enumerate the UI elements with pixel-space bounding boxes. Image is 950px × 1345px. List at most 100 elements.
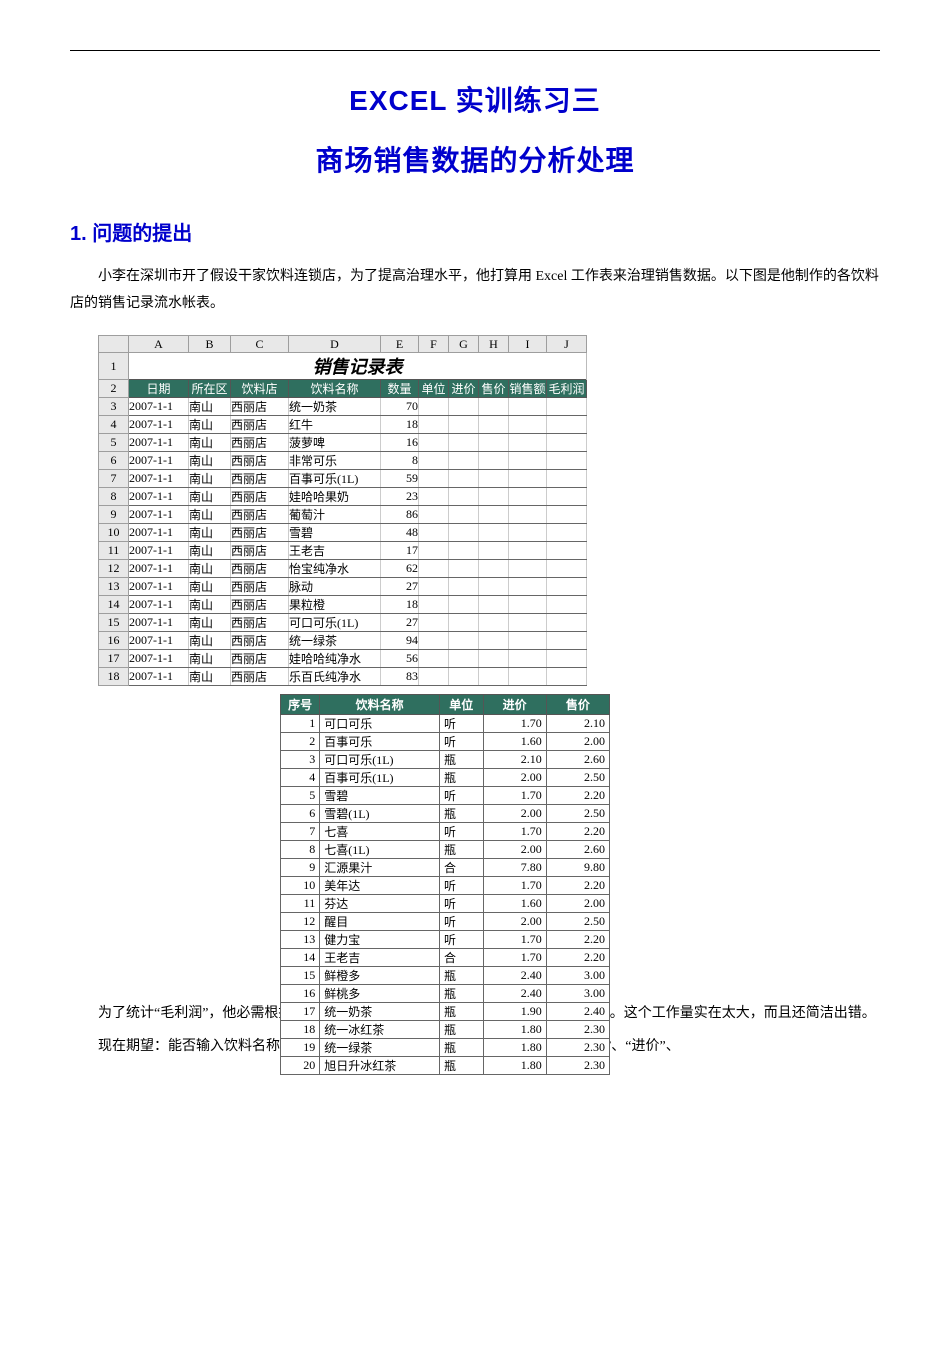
row-number: 15 xyxy=(99,614,129,632)
price-cell: 听 xyxy=(440,787,484,805)
table-cell: 西丽店 xyxy=(231,506,289,524)
price-cell: 王老吉 xyxy=(320,949,440,967)
table-cell: 2007-1-1 xyxy=(129,524,189,542)
table-cell xyxy=(449,596,479,614)
row-number: 3 xyxy=(99,398,129,416)
table-cell xyxy=(449,416,479,434)
price-cell: 瓶 xyxy=(440,985,484,1003)
price-cell: 1.70 xyxy=(483,715,546,733)
price-cell: 2.50 xyxy=(546,805,609,823)
table-cell xyxy=(449,524,479,542)
row-number: 17 xyxy=(99,650,129,668)
table-cell xyxy=(449,542,479,560)
paragraph-intro: 小李在深圳市开了假设干家饮料连锁店，为了提高治理水平，他打算用 Excel 工作… xyxy=(70,264,880,317)
row-number: 18 xyxy=(99,668,129,686)
table-cell: 17 xyxy=(381,542,419,560)
row-number: 5 xyxy=(99,434,129,452)
price-cell: 鲜桃多 xyxy=(320,985,440,1003)
table-cell xyxy=(449,488,479,506)
price-cell: 2.60 xyxy=(546,841,609,859)
price-cell: 3.00 xyxy=(546,985,609,1003)
table-cell xyxy=(479,632,509,650)
price-cell: 11 xyxy=(281,895,320,913)
table-cell: 西丽店 xyxy=(231,524,289,542)
table-cell xyxy=(479,578,509,596)
table-cell xyxy=(479,434,509,452)
table-cell xyxy=(419,416,449,434)
price-cell: 瓶 xyxy=(440,841,484,859)
table-cell xyxy=(449,452,479,470)
table-cell xyxy=(449,578,479,596)
price-cell: 听 xyxy=(440,913,484,931)
price-cell: 1.80 xyxy=(483,1021,546,1039)
table-cell: 西丽店 xyxy=(231,398,289,416)
price-cell: 汇源果汁 xyxy=(320,859,440,877)
table-cell: 怡宝纯净水 xyxy=(289,560,381,578)
price-cell: 10 xyxy=(281,877,320,895)
table-cell xyxy=(547,470,587,488)
price-cell: 2.40 xyxy=(483,985,546,1003)
price-cell: 1.60 xyxy=(483,733,546,751)
row-number: 1 xyxy=(99,353,129,380)
table-cell: 2007-1-1 xyxy=(129,650,189,668)
table-cell xyxy=(419,524,449,542)
price-cell: 1 xyxy=(281,715,320,733)
table-cell: 南山 xyxy=(189,452,231,470)
table-cell: 西丽店 xyxy=(231,632,289,650)
table-cell xyxy=(479,524,509,542)
table-header-cell: 进价 xyxy=(449,380,479,398)
table-cell xyxy=(419,614,449,632)
price-cell: 1.90 xyxy=(483,1003,546,1021)
table-cell xyxy=(509,578,547,596)
price-cell: 1.70 xyxy=(483,931,546,949)
price-cell: 合 xyxy=(440,859,484,877)
table-cell xyxy=(479,452,509,470)
price-cell: 统一冰红茶 xyxy=(320,1021,440,1039)
col-letter: I xyxy=(509,336,547,353)
price-header-cell: 单位 xyxy=(440,695,484,715)
table-cell xyxy=(479,668,509,686)
row-number: 16 xyxy=(99,632,129,650)
table-cell xyxy=(419,578,449,596)
table-cell xyxy=(449,632,479,650)
table-cell xyxy=(449,614,479,632)
table-cell: 葡萄汁 xyxy=(289,506,381,524)
table-header-cell: 饮料店 xyxy=(231,380,289,398)
table-cell: 南山 xyxy=(189,542,231,560)
row-number: 4 xyxy=(99,416,129,434)
table-cell: 南山 xyxy=(189,632,231,650)
table-cell: 23 xyxy=(381,488,419,506)
table-cell: 南山 xyxy=(189,434,231,452)
price-cell: 9.80 xyxy=(546,859,609,877)
table-cell: 2007-1-1 xyxy=(129,560,189,578)
price-cell: 瓶 xyxy=(440,751,484,769)
col-letter: D xyxy=(289,336,381,353)
price-cell: 6 xyxy=(281,805,320,823)
price-cell: 3 xyxy=(281,751,320,769)
table-header-cell: 毛利润 xyxy=(547,380,587,398)
row-number: 10 xyxy=(99,524,129,542)
excel-sales-table: ABCDEFGHIJ1销售记录表2日期所在区饮料店饮料名称数量单位进价售价销售额… xyxy=(98,335,880,686)
table-cell: 48 xyxy=(381,524,419,542)
table-cell: 乐百氏纯净水 xyxy=(289,668,381,686)
table-cell xyxy=(479,398,509,416)
table-cell: 南山 xyxy=(189,506,231,524)
table-header-cell: 所在区 xyxy=(189,380,231,398)
table-header-cell: 售价 xyxy=(479,380,509,398)
price-cell: 醒目 xyxy=(320,913,440,931)
table-cell xyxy=(419,452,449,470)
table-cell xyxy=(449,560,479,578)
table-cell: 可口可乐(1L) xyxy=(289,614,381,632)
table-cell: 娃哈哈果奶 xyxy=(289,488,381,506)
table-cell xyxy=(479,596,509,614)
table-cell xyxy=(509,650,547,668)
price-cell: 统一绿茶 xyxy=(320,1039,440,1057)
table-cell: 南山 xyxy=(189,578,231,596)
col-letter: F xyxy=(419,336,449,353)
price-cell: 瓶 xyxy=(440,769,484,787)
table-cell xyxy=(509,416,547,434)
table-cell xyxy=(547,596,587,614)
doc-title-1: EXCEL 实训练习三 xyxy=(70,79,880,119)
table-cell: 2007-1-1 xyxy=(129,614,189,632)
table-cell xyxy=(479,542,509,560)
